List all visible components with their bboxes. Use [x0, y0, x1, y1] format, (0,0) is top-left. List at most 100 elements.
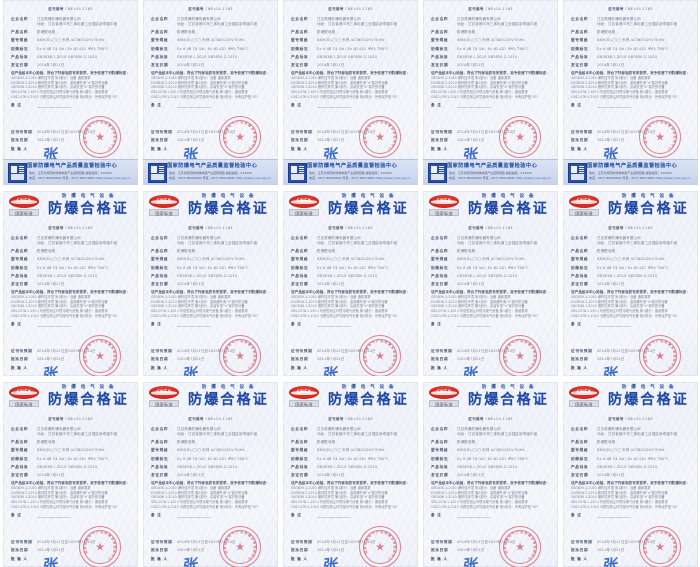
field-value: BXM(D)-□/□ 系列 AC380/220V 50Hz — [177, 448, 245, 453]
certificate-dates: 证书有效期 2014年7月21日至2019年7月20日 批准日期 2014年7月21日 — [291, 130, 410, 143]
seal-ring-char: 气 — [230, 121, 236, 127]
field-value: 防爆配电箱 — [597, 440, 616, 445]
cnex-mark-text: CNEX — [156, 389, 172, 395]
footer-address: 地址：江苏省南阳市防爆电器产业园南阳路 邮政编码：212000 — [169, 171, 252, 175]
certificate-tile[interactable]: CNEX 国家标准 防 爆 电 气 设 备 防爆合格证 证书编号 CNEx14.… — [3, 191, 138, 376]
seal-ring-char: 品 — [239, 119, 244, 125]
footer-telephone-text: 电话：0577-88289682 传真：0577-88129681 — [29, 176, 96, 180]
date-label: 批准日期 — [11, 138, 29, 143]
nepsi-badge-icon — [8, 163, 27, 183]
standard-line: GB12476.1-2013 可燃性粉尘环境用电气设备 第1部分：通用要求 — [151, 499, 248, 504]
seal-ring-char: 品 — [519, 338, 524, 344]
signature-row: 批 准 人 张 — [291, 364, 410, 376]
standard-line: GB3836.3-2010 爆炸性环境 第3部分：由增安型“e”保护的设备 — [151, 304, 245, 309]
field-label: 产品名称 — [151, 249, 169, 254]
certificate-tile[interactable]: CNEX 国家标准 防 爆 电 气 设 备 防爆合格证 证书编号 CNEx14.… — [3, 382, 138, 567]
field-label: 发证日期 — [291, 281, 309, 286]
standard-line: GB3836.1-2010 爆炸性环境 第1部分：设备 通用要求 — [431, 76, 511, 81]
standard-line: GB3836.2-2010 爆炸性环境 第2部分：由隔爆外壳“d”保护的设备 — [151, 490, 248, 495]
date-value: 2014年7月21日 — [597, 138, 625, 143]
date-label: 证书有效期 — [11, 349, 33, 354]
certificate-tile[interactable]: CNEX 国家标准 防 爆 电 气 设 备 防爆合格证 证书编号 CNEx14.… — [423, 0, 558, 185]
certificate-tile[interactable]: CNEX 国家标准 防 爆 电 气 设 备 防爆合格证 证书编号 CNEx14.… — [283, 191, 418, 376]
seal-ring-char: 质 — [523, 120, 529, 126]
field-row: 企业名称 江苏淮腾防爆电器有限公司 地址：江苏省扬中市三茅街道工业园区新坝路中段 — [291, 17, 410, 27]
standard-line: GB3836.1-2010 爆炸性环境 第1部分：设备 通用要求 — [431, 486, 511, 491]
certificate-title: 防爆合格证 — [48, 392, 129, 408]
date-row: 证书有效期 2014年7月21日至2019年7月20日 — [151, 540, 270, 545]
standard-line: GB3836.1-2010 爆炸性环境 第1部分：设备 通用要求 — [431, 295, 511, 300]
standard-line: GB3836.3-2010 爆炸性环境 第3部分：由增安型“e”保护的设备 — [571, 304, 665, 309]
field-value: BXM(D)-□/□ 系列 AC380/220V 50Hz — [37, 38, 105, 43]
remark-rule — [177, 107, 211, 109]
certificate-number: 证书编号 CNEx14.1163 — [563, 417, 698, 422]
certificate-header: CNEX 国家标准 防 爆 电 气 设 备 防爆合格证 — [283, 382, 418, 416]
field-label: 发证日期 — [11, 472, 29, 477]
certificate-tile[interactable]: CNEX 国家标准 防 爆 电 气 设 备 防爆合格证 证书编号 CNEx14.… — [283, 382, 418, 567]
date-label: 批准日期 — [431, 138, 449, 143]
field-row: 防爆标志 Ex d IIB T4 Gb / Ex tD A21 IP65 T80℃ — [151, 457, 270, 462]
field-value: 防爆配电箱 — [177, 440, 196, 445]
certificate-dates: 证书有效期 2014年7月21日至2019年7月20日 批准日期 2014年7月21日 — [11, 540, 130, 553]
field-row: 发证日期 2014年7月21日 — [571, 473, 690, 478]
seal-ring-char: 产 — [95, 338, 100, 344]
certificate-number: 证书编号 CNEx14.1163 — [563, 7, 698, 12]
certificate-tile[interactable]: CNEX 国家标准 防 爆 电 气 设 备 防爆合格证 证书编号 CNEx14.… — [143, 191, 278, 376]
seal-ring-char: 电 — [87, 123, 93, 129]
seal-ring-char: 电 — [507, 342, 513, 348]
certificate-tile[interactable]: CNEX 国家标准 防 爆 电 气 设 备 防爆合格证 证书编号 CNEx14.… — [283, 0, 418, 185]
certificate-tile[interactable]: CNEX 国家标准 防 爆 电 气 设 备 防爆合格证 证书编号 CNEx14.… — [143, 0, 278, 185]
certificate-number-value: CNEx14.1163 — [205, 226, 233, 230]
signature-label: 批 准 人 — [571, 366, 588, 371]
field-value: BXM(D)-□/□ 系列 AC380/220V 50Hz — [457, 38, 525, 43]
field-value: BXM(D)-□/□ 系列 AC380/220V 50Hz — [597, 448, 665, 453]
certificate-tile[interactable]: CNEX 国家标准 防 爆 电 气 设 备 防爆合格证 证书编号 CNEx14.… — [423, 191, 558, 376]
remark-row: 备 注 — [151, 513, 270, 519]
standards-notes: 该产品经本中心检验，符合下列标准的有关要求，准予使用下列防爆标志： GB3836… — [291, 481, 410, 509]
certificate-tile[interactable]: CNEX 国家标准 防 爆 电 气 设 备 防爆合格证 证书编号 CNEx14.… — [3, 0, 138, 185]
standard-line: GB12476.1-2013 可燃性粉尘环境用电气设备 第1部分：通用要求 — [11, 308, 108, 313]
seal-ring-char: 质 — [383, 530, 389, 536]
field-row: 产品名称 防爆配电箱 — [571, 30, 690, 35]
seal-ring-char: 气 — [370, 531, 376, 537]
field-label: 企业名称 — [291, 236, 309, 240]
field-value: 江苏淮腾防爆电器有限公司 地址：江苏省扬中市三茅街道工业园区新坝路中段 — [37, 427, 130, 437]
remark-rule — [457, 107, 491, 109]
certificate-sheet: CNEX 国家标准 防 爆 电 气 设 备 防爆合格证 证书编号 CNEx14.… — [3, 0, 138, 185]
seal-ring-char: 产 — [515, 529, 520, 535]
date-label: 证书有效期 — [291, 540, 313, 545]
certificate-number-value: CNEx14.1163 — [625, 417, 653, 421]
date-value: 2014年7月21日至2019年7月20日 — [177, 130, 236, 135]
certificate-tile[interactable]: CNEX 国家标准 防 爆 电 气 设 备 防爆合格证 证书编号 CNEx14.… — [423, 382, 558, 567]
seal-ring-char: 品 — [659, 529, 664, 535]
handwritten-signature: 张 — [41, 555, 58, 567]
field-row: 产品名称 防爆配电箱 — [151, 30, 270, 35]
cnex-oval-icon: CNEX — [289, 195, 319, 208]
field-row: 防爆标志 Ex d IIB T4 Gb / Ex tD A21 IP65 T80℃ — [431, 47, 550, 52]
seal-ring-char: 品 — [239, 338, 244, 344]
standard-line: GB3836.3-2010 爆炸性环境 第3部分：由增安型“e”保护的设备 — [291, 304, 385, 309]
certificate-number-label: 证书编号 — [328, 226, 344, 230]
field-label: 发证日期 — [431, 281, 449, 286]
certificate-tile[interactable]: CNEX 国家标准 防 爆 电 气 设 备 防爆合格证 证书编号 CNEx14.… — [563, 0, 698, 185]
certificate-tile[interactable]: CNEX 国家标准 防 爆 电 气 设 备 防爆合格证 证书编号 CNEx14.… — [563, 191, 698, 376]
certificate-number: 证书编号 CNEx14.1163 — [283, 226, 418, 231]
field-value: GB3836.1-2010 GB3836.2-2010 — [597, 54, 658, 59]
date-label: 证书有效期 — [431, 130, 453, 135]
standards-notes: 该产品经本中心检验，符合下列标准的有关要求，准予使用下列防爆标志： GB3836… — [151, 290, 270, 318]
date-value: 2014年7月21日 — [457, 357, 485, 362]
field-value-line2: 地址：江苏省扬中市三茅街道工业园区新坝路中段 — [597, 432, 678, 436]
cnex-logo: CNEX 国家标准 — [569, 195, 599, 216]
standard-line: GB12476.5-2013 可燃性粉尘环境用电气设备 第5部分：外壳保护型“t… — [571, 313, 679, 318]
field-label: 防爆标志 — [151, 456, 169, 461]
footer-organization: 国家防爆电气产品质量监督检验中心 — [307, 163, 398, 169]
field-row: 产品标准 GB3836.1-2010 GB3836.2-2010 — [431, 274, 550, 279]
field-label: 型号规格 — [571, 38, 589, 43]
certificate-tile[interactable]: CNEX 国家标准 防 爆 电 气 设 备 防爆合格证 证书编号 CNEx14.… — [143, 382, 278, 567]
remark-label: 备 注 — [11, 322, 22, 327]
certificate-tile[interactable]: CNEX 国家标准 防 爆 电 气 设 备 防爆合格证 证书编号 CNEx14.… — [563, 382, 698, 567]
handwritten-signature: 张 — [321, 364, 338, 376]
field-label: 产品标准 — [151, 273, 169, 278]
certificate-fields: 企业名称 江苏淮腾防爆电器有限公司 地址：江苏省扬中市三茅街道工业园区新坝路中段 产品… — [571, 236, 690, 287]
footer-website: http://www.cnex.org.cn — [376, 176, 411, 180]
